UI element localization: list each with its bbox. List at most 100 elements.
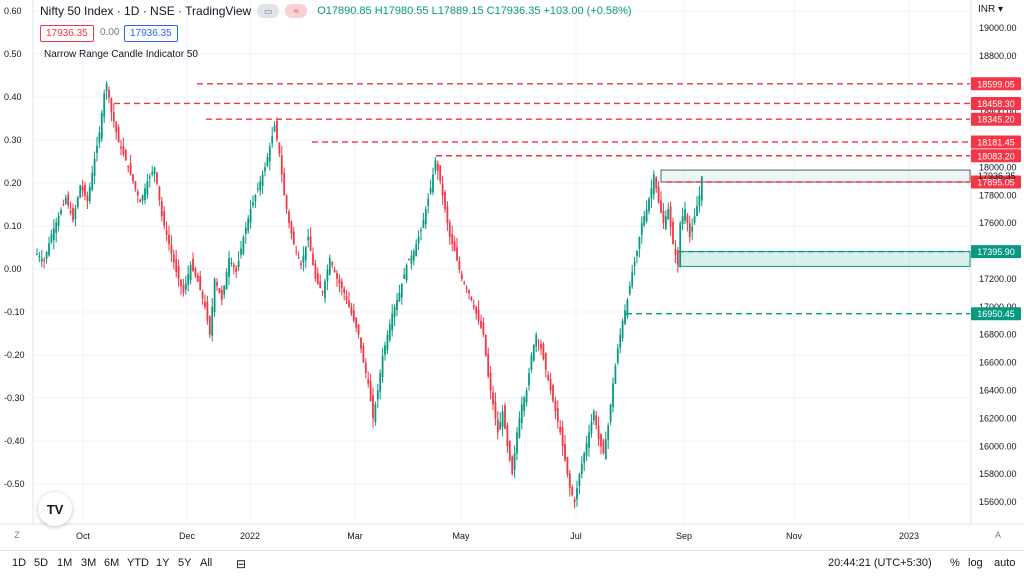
candle-body [607, 425, 610, 440]
candle-body [420, 230, 422, 232]
left-tick-label: -0.30 [4, 393, 25, 403]
candle-body [158, 186, 161, 200]
candle-body [211, 306, 214, 336]
candle-body [674, 249, 677, 255]
candle-body [482, 322, 485, 335]
candle-body [619, 334, 622, 349]
candle-body [578, 474, 581, 486]
candle-body [532, 345, 535, 361]
candle-body [132, 174, 134, 182]
candle-body [208, 316, 211, 335]
candle-body [566, 457, 569, 475]
left-tick-label: 0.10 [4, 221, 22, 231]
candle-body [396, 299, 398, 311]
candle-body [240, 248, 242, 255]
calendar-range-icon[interactable]: ⊟ [236, 557, 247, 571]
time-tick-label: 2022 [240, 531, 260, 541]
candle-body [48, 243, 50, 256]
candle-body [127, 165, 130, 168]
candle-body [91, 172, 94, 191]
buy-button[interactable]: 17936.35 [124, 25, 178, 42]
candle-body [168, 234, 170, 245]
resistance-zone-box [660, 169, 971, 183]
price-tick-label: 16800.00 [979, 330, 1017, 340]
range-ytd[interactable]: YTD [127, 557, 149, 569]
candle-body [492, 392, 494, 405]
candle-body [530, 355, 533, 370]
candle-body [192, 258, 194, 271]
candle-body [554, 400, 557, 412]
left-tick-label: 0.20 [4, 178, 22, 188]
resistance-level-label: 17895.05 [977, 177, 1015, 187]
zoom-icon[interactable]: Z [14, 530, 20, 540]
symbol-title[interactable]: Nifty 50 Index · 1D · NSE · TradingView [40, 4, 252, 18]
range-3m[interactable]: 3M [81, 557, 97, 569]
candle-body [688, 223, 691, 238]
candle-body [609, 404, 612, 423]
range-1m[interactable]: 1M [57, 557, 73, 569]
candle-body [352, 310, 355, 321]
auto-scale-icon[interactable]: A [994, 530, 1001, 540]
auto-toggle[interactable]: auto [994, 557, 1016, 569]
candle-body [422, 219, 425, 229]
tradingview-logo-icon[interactable]: TV [38, 492, 72, 526]
candle-body [105, 83, 108, 91]
candle-body [259, 181, 262, 191]
candle-body [655, 177, 658, 189]
range-5y[interactable]: 5Y [178, 557, 192, 569]
price-chart[interactable]: 0.60 0.50 0.40 0.30 0.20 0.10 0.00 -0.10 -0.20 -0… [0, 0, 1024, 550]
candle-body [398, 292, 401, 302]
candle-body [345, 295, 348, 300]
candle-body [376, 390, 379, 400]
candle-body [254, 195, 257, 202]
indicator-legend[interactable]: Narrow Range Candle Indicator 50 [44, 49, 198, 60]
candle-body [604, 439, 607, 460]
sell-button[interactable]: 17936.35 [40, 25, 94, 42]
range-1d[interactable]: 1D [12, 557, 27, 569]
candle-body [583, 453, 586, 463]
candle-body [62, 204, 65, 206]
range-all[interactable]: All [200, 557, 213, 569]
candle-body [252, 202, 254, 206]
range-6m[interactable]: 6M [104, 557, 120, 569]
candle-series [36, 81, 703, 509]
candle-body [590, 421, 593, 434]
candle-body [60, 210, 62, 215]
candle-body [225, 271, 228, 290]
compare-icon[interactable]: ▭ [257, 4, 280, 18]
candle-body [88, 186, 91, 202]
resistance-level-tag [971, 96, 1021, 110]
candle-body [448, 222, 451, 238]
percent-toggle[interactable]: % [950, 557, 960, 569]
candle-body [336, 273, 338, 279]
price-tick-label: 18800.00 [979, 51, 1017, 61]
candle-body [499, 421, 502, 430]
candle-body [180, 279, 182, 286]
left-axis[interactable]: 0.60 0.50 0.40 0.30 0.20 0.10 0.00 -0.10 -0.20 -0… [4, 6, 25, 489]
candle-body [163, 211, 166, 226]
resistance-level-label: 18599.05 [977, 79, 1015, 89]
candle-body [616, 348, 619, 363]
candle-body [112, 112, 115, 122]
candle-body [434, 160, 437, 171]
candle-body [146, 181, 149, 195]
candle-body [664, 216, 667, 230]
market-status-icon[interactable]: ≈ [285, 4, 308, 18]
candle-body [667, 209, 670, 220]
resistance-level-label: 18458.30 [977, 99, 1015, 109]
range-1y[interactable]: 1Y [156, 557, 170, 569]
left-tick-label: -0.50 [4, 479, 25, 489]
candle-body [362, 345, 365, 363]
candle-body [506, 425, 509, 447]
currency-selector[interactable]: INR ▾ [978, 4, 1003, 15]
candle-body [568, 473, 571, 489]
log-toggle[interactable]: log [968, 557, 983, 569]
resistance-level-tag [971, 135, 1021, 149]
time-axis[interactable]: Oct Dec 2022 Mar May Jul Sep Nov 2023 [76, 531, 919, 541]
range-5d[interactable]: 5D [34, 557, 49, 569]
price-tick-label: 18400.00 [979, 107, 1017, 117]
candle-body [624, 310, 626, 324]
clock-time[interactable]: 20:44:21 (UTC+5:30) [828, 557, 932, 569]
candle-body [312, 253, 314, 265]
currency-label: INR [978, 4, 996, 15]
